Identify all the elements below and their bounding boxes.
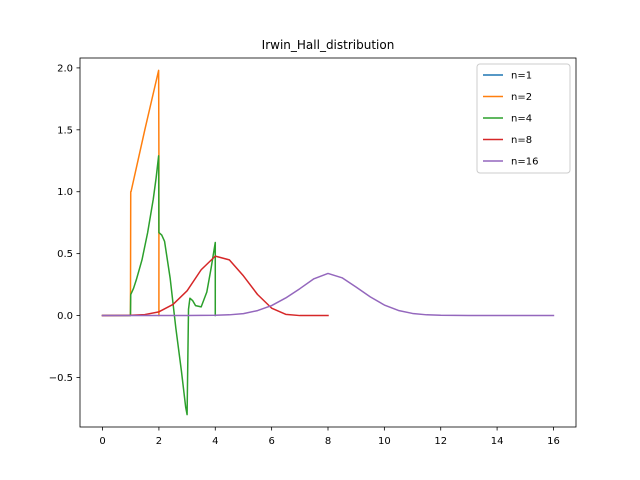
- x-tick-label: 16: [547, 436, 560, 447]
- legend-label-n-4: n=4: [511, 114, 532, 125]
- y-tick-label: 1.0: [57, 187, 73, 198]
- legend-label-n-2: n=2: [511, 92, 532, 103]
- legend-label-n-1: n=1: [511, 71, 532, 82]
- x-tick-label: 4: [212, 436, 218, 447]
- y-tick-label: 1.5: [57, 125, 73, 136]
- series-line-n-4: [101, 155, 217, 416]
- y-tick-label: 0.5: [57, 249, 73, 260]
- x-tick-label: 10: [378, 436, 391, 447]
- x-axis: 0 2 4 6 8 10 12 14 16: [99, 427, 560, 447]
- plot-area: 0 2 4 6 8 10 12 14 16 −0.5 0.0 0.5 1.0 1.5 2.0: [49, 57, 577, 447]
- legend-frame: [476, 63, 571, 174]
- x-tick-label: 8: [325, 436, 331, 447]
- chart-title: Irwin_Hall_distribution: [262, 38, 395, 52]
- x-tick-label: 0: [99, 436, 105, 447]
- y-axis: −0.5 0.0 0.5 1.0 1.5 2.0: [49, 63, 80, 384]
- legend-label-n-8: n=8: [511, 135, 532, 146]
- y-tick-label: −0.5: [49, 373, 73, 384]
- x-tick-label: 14: [491, 436, 504, 447]
- x-tick-label: 6: [268, 436, 274, 447]
- x-tick-label: 2: [156, 436, 162, 447]
- y-tick-label: 0.0: [57, 311, 73, 322]
- series-line-n-16: [101, 272, 555, 317]
- y-tick-label: 2.0: [57, 63, 73, 74]
- legend-label-n-16: n=16: [511, 157, 538, 168]
- series-line-n-8: [101, 255, 329, 317]
- x-tick-label: 12: [434, 436, 447, 447]
- series-layer: [101, 69, 555, 416]
- legend: n=1 n=2 n=4 n=8 n=16: [476, 63, 571, 174]
